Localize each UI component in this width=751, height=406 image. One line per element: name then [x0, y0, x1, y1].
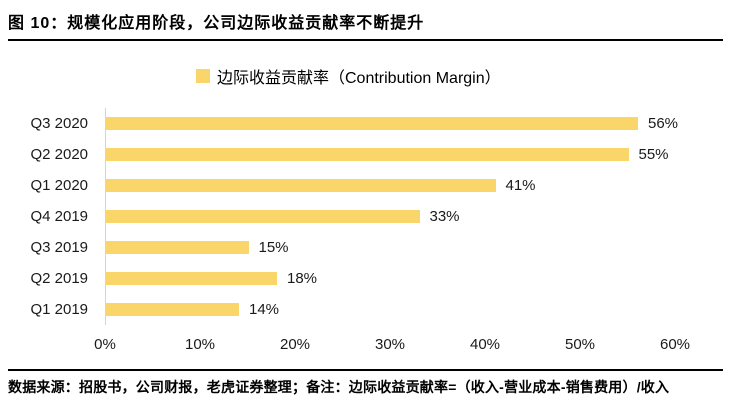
x-axis-tick-label: 10%: [184, 336, 216, 353]
bar-row: Q3 2020 56%: [8, 108, 678, 139]
bar-row: Q1 2019 14%: [8, 294, 678, 325]
bar-row: Q2 2019 18%: [8, 263, 678, 294]
category-label: Q1 2020: [30, 177, 88, 194]
bar: [106, 179, 496, 192]
bar-rows: Q3 2020 56% Q2 2020 55% Q1 2020 41% Q4 2019 33%…: [8, 108, 678, 325]
bar-row: Q1 2020 41%: [8, 170, 678, 201]
bar-track: 14%: [106, 301, 279, 318]
x-axis-tick-label: 20%: [279, 336, 311, 353]
x-axis-tick-label: 30%: [374, 336, 406, 353]
category-label: Q2 2019: [30, 270, 88, 287]
value-label: 41%: [505, 177, 536, 194]
value-label: 14%: [249, 301, 280, 318]
value-label: 15%: [258, 239, 289, 256]
bar: [106, 241, 249, 254]
bar-track: 56%: [106, 115, 678, 132]
bar-track: 55%: [106, 146, 669, 163]
yellow-square-icon: [196, 69, 210, 83]
x-axis-tick-label: 0%: [94, 336, 116, 353]
category-label: Q4 2019: [30, 208, 88, 225]
bar-track: 18%: [106, 270, 317, 287]
chart-legend: 边际收益贡献率（Contribution Margin）: [196, 64, 501, 88]
category-label: Q3 2019: [30, 239, 88, 256]
value-label: 56%: [648, 115, 679, 132]
x-axis-tick-label: 50%: [564, 336, 596, 353]
bar: [106, 303, 239, 316]
bar: [106, 210, 420, 223]
legend-label: 边际收益贡献率（Contribution Margin）: [217, 70, 501, 87]
value-label: 55%: [638, 146, 669, 163]
bar-chart: Q3 2020 56% Q2 2020 55% Q1 2020 41% Q4 2019 33%…: [8, 108, 743, 358]
value-label: 18%: [287, 270, 318, 287]
value-label: 33%: [429, 208, 460, 225]
x-axis-tick-label: 60%: [659, 336, 691, 353]
bar: [106, 272, 277, 285]
bar-track: 41%: [106, 177, 536, 194]
category-label: Q2 2020: [30, 146, 88, 163]
x-axis-tick-label: 40%: [469, 336, 501, 353]
y-axis-line: [105, 108, 106, 325]
bar-row: Q3 2019 15%: [8, 232, 678, 263]
category-label: Q3 2020: [30, 115, 88, 132]
footer-divider: [8, 369, 723, 371]
category-label: Q1 2019: [30, 301, 88, 318]
bar-row: Q2 2020 55%: [8, 139, 678, 170]
figure-title: 图 10：规模化应用阶段，公司边际收益贡献率不断提升: [8, 15, 425, 32]
bar-row: Q4 2019 33%: [8, 201, 678, 232]
source-note: 数据来源：招股书，公司财报，老虎证券整理；备注：边际收益贡献率=（收入-营业成本…: [8, 379, 670, 395]
bar-track: 15%: [106, 239, 289, 256]
bar: [106, 148, 629, 161]
bar: [106, 117, 638, 130]
bar-track: 33%: [106, 208, 460, 225]
title-divider: [8, 39, 723, 41]
